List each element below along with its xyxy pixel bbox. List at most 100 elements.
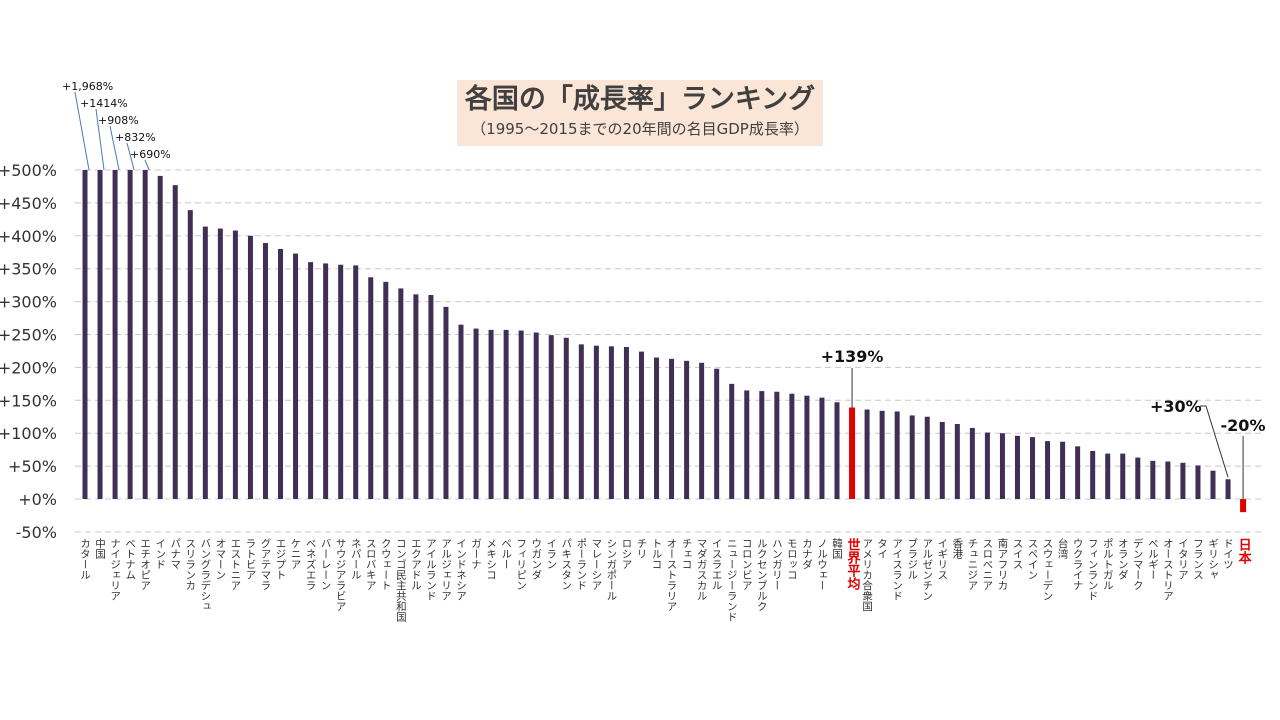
bar (969, 427, 975, 499)
x-tick-label: フィリピン (515, 538, 527, 591)
x-tick-label: イギリス (936, 538, 948, 580)
bar (262, 243, 268, 499)
bar (654, 357, 660, 499)
x-tick-label: メキシコ (485, 538, 497, 580)
bar (1225, 479, 1231, 499)
bar (533, 332, 539, 499)
bar (548, 335, 554, 499)
bar (1165, 461, 1171, 499)
bar (729, 383, 735, 499)
x-tick-label: グアテマラ (259, 538, 271, 591)
x-tick-label: クウェート (380, 538, 392, 591)
bar (774, 391, 780, 499)
bar (323, 263, 329, 499)
x-tick-label: ケニア (290, 538, 302, 570)
bar (924, 416, 930, 499)
x-tick-label: チリ (635, 538, 647, 559)
x-tick-label: ポーランド (575, 538, 587, 591)
y-tick-label: -50% (16, 523, 57, 542)
bar (1060, 441, 1066, 499)
bar (744, 390, 750, 499)
x-tick-label: スペイン (1027, 538, 1039, 580)
bar (834, 402, 840, 499)
y-tick-label: +50% (8, 457, 57, 476)
bar (247, 235, 253, 500)
bar (518, 330, 524, 499)
x-tick-label: スリランカ (184, 538, 196, 591)
x-tick-label: 中国 (94, 537, 106, 560)
bar (804, 395, 810, 499)
x-tick-label: フランス (1192, 538, 1204, 580)
bar (82, 170, 88, 499)
x-tick-label: エチオピア (139, 538, 151, 591)
x-tick-label: エストニア (229, 538, 241, 591)
x-tick-label: ノルウェー (816, 538, 828, 591)
bar (939, 422, 945, 499)
chart-title-box: 各国の「成長率」ランキング （1995～2015までの20年間の名目GDP成長率… (457, 80, 823, 146)
bar (473, 328, 479, 499)
y-tick-label: +450% (0, 194, 57, 213)
x-tick-label: アイスランド (891, 538, 903, 601)
x-tick-label: サウジアラビア (335, 538, 347, 612)
x-tick-label: スウェーデン (1042, 538, 1054, 601)
x-tick-label: ウガンダ (530, 538, 542, 580)
x-tick-label: ペルー (500, 538, 512, 570)
bar (578, 344, 584, 499)
bar (1030, 437, 1036, 499)
bar (278, 248, 284, 499)
x-tick-label: オーストリア (1162, 538, 1174, 601)
x-tick-label: アメリカ合衆国 (861, 538, 873, 612)
y-tick-label: +100% (0, 424, 57, 443)
data-label: +1,968% (62, 80, 113, 93)
bar (623, 347, 629, 499)
x-tick-label: パナマ (169, 538, 181, 570)
data-label: +30% (1150, 397, 1202, 416)
leader-line (95, 108, 105, 171)
x-tick-label: ベネズエラ (305, 538, 317, 591)
x-tick-label: トルコ (651, 538, 663, 570)
leader-line (144, 159, 150, 171)
x-tick-label: ギリシャ (1207, 538, 1219, 580)
x-tick-label: スロベニア (981, 538, 993, 591)
bar (1045, 441, 1051, 499)
x-tick-label: ウクライナ (1072, 538, 1084, 591)
bar (383, 281, 389, 499)
x-tick-label: インド (154, 538, 166, 570)
bar (338, 264, 344, 499)
x-tick-label: マレーシア (590, 538, 602, 591)
data-label: +832% (115, 131, 156, 144)
data-label: +1414% (80, 97, 128, 110)
data-label: -20% (1221, 416, 1266, 435)
x-tick-label: ガーナ (470, 538, 482, 570)
bar (293, 253, 299, 499)
bar (202, 226, 208, 499)
bar (1014, 435, 1020, 499)
bar (217, 228, 223, 499)
x-tick-label: オランダ (1117, 538, 1129, 580)
x-tick-label: 韓国 (831, 538, 843, 560)
x-tick-label: コロンビア (741, 538, 753, 591)
x-tick-label: 世界平均 (845, 537, 861, 591)
x-tick-label: シンガポール (605, 538, 617, 601)
bar (849, 407, 856, 499)
x-tick-label: イラン (545, 538, 557, 570)
leader-line (109, 125, 120, 171)
x-tick-label: 日本 (1236, 538, 1252, 565)
bar (112, 170, 118, 499)
x-tick-label: アルゼンチン (921, 538, 933, 601)
x-tick-label: インドネシア (455, 538, 467, 601)
x-tick-label: 台湾 (1057, 537, 1069, 560)
bar (458, 324, 464, 499)
bar (819, 397, 825, 499)
bar (368, 277, 374, 499)
x-tick-label: マダガスカル (696, 538, 708, 601)
x-tick-label: チェコ (681, 538, 693, 570)
bar (608, 346, 614, 499)
x-tick-label: ベトナム (124, 538, 136, 580)
bar (593, 345, 599, 499)
x-tick-label: ブラジル (906, 537, 918, 580)
bar (187, 210, 193, 499)
data-label: +139% (821, 347, 884, 366)
bar (127, 170, 133, 499)
bar (684, 360, 690, 499)
